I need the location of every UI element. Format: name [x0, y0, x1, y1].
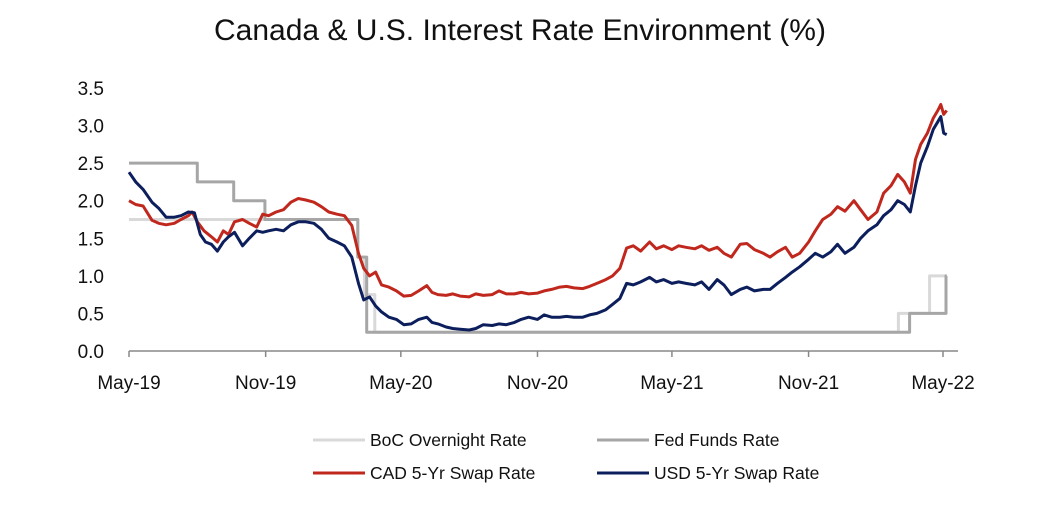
y-tick-label: 3.0 — [78, 117, 104, 138]
y-tick-label: 3.5 — [78, 79, 104, 100]
y-tick-label: 2.0 — [78, 192, 104, 213]
legend-label-usd-5-yr-swap-rate: USD 5-Yr Swap Rate — [654, 463, 819, 483]
x-tick-label: May-20 — [369, 373, 432, 394]
legend-label-cad-5-yr-swap-rate: CAD 5-Yr Swap Rate — [370, 463, 535, 483]
y-tick-label: 2.5 — [78, 154, 104, 175]
x-tick-label: Nov-21 — [778, 373, 839, 394]
y-tick-label: 0.0 — [78, 342, 104, 363]
legend-label-fed-funds-rate: Fed Funds Rate — [654, 430, 779, 450]
legend: BoC Overnight Rate CAD 5-Yr Swap Rate Fed … — [313, 430, 819, 483]
x-tick-label: May-19 — [97, 373, 160, 394]
y-tick-label: 0.5 — [78, 304, 104, 325]
y-tick-label: 1.5 — [78, 229, 104, 250]
series-layer — [127, 103, 948, 334]
series-line-cad-5-yr-swap-rate — [128, 103, 948, 299]
series-line-usd-5-yr-swap-rate — [127, 115, 948, 332]
axes: 0.0 0.5 1.0 1.5 2.0 2.5 3.0 3.5 May-19 Nov-19 May-… — [78, 79, 975, 394]
y-tick-label: 1.0 — [78, 267, 104, 288]
x-tick-label: Nov-20 — [507, 373, 568, 394]
chart-title: Canada & U.S. Interest Rate Environment … — [214, 14, 826, 47]
x-tick-label: May-22 — [911, 373, 974, 394]
x-tick-label: May-21 — [640, 373, 703, 394]
legend-label-boc-overnight-rate: BoC Overnight Rate — [370, 430, 527, 450]
series-line-fed-funds-rate — [129, 161, 948, 334]
x-tick-label: Nov-19 — [235, 373, 296, 394]
